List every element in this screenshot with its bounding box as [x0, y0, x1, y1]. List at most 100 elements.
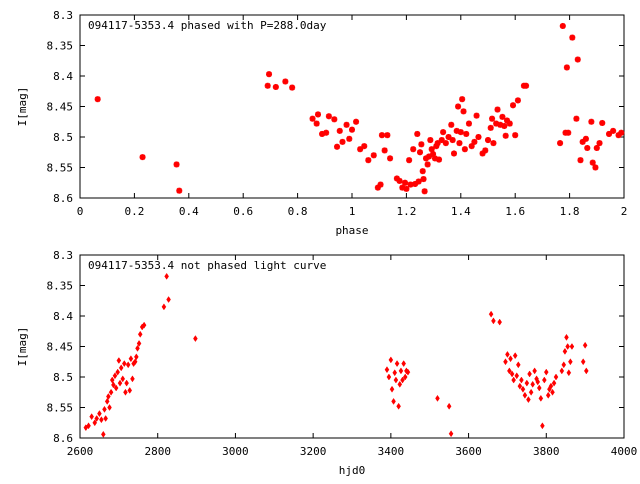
y-axis-label: I[mag]	[16, 87, 29, 127]
data-point	[568, 358, 573, 366]
data-point	[289, 84, 296, 91]
data-point	[400, 376, 405, 384]
data-point	[456, 140, 463, 147]
y-tick-label: 8.3	[53, 9, 73, 22]
y-tick-label: 8.4	[53, 310, 73, 323]
data-point	[618, 129, 625, 136]
data-point	[499, 113, 506, 120]
data-point	[514, 372, 520, 380]
data-point	[136, 339, 142, 347]
y-tick-label: 8.5	[53, 131, 73, 144]
data-point	[86, 422, 91, 430]
data-point	[559, 22, 566, 29]
x-tick-label: 3600	[455, 445, 482, 458]
data-point	[325, 113, 332, 120]
data-point	[99, 416, 104, 424]
x-tick-label: 3400	[378, 445, 405, 458]
data-point	[582, 135, 589, 142]
data-point	[511, 376, 516, 384]
data-point	[589, 159, 596, 166]
data-point	[535, 378, 541, 386]
x-tick-label: 2	[621, 205, 628, 218]
data-point	[410, 146, 417, 153]
data-point	[442, 140, 449, 147]
data-point	[455, 103, 462, 110]
data-point	[508, 355, 513, 363]
data-point	[565, 129, 572, 136]
y-tick-label: 8.55	[47, 162, 74, 175]
data-point	[424, 161, 431, 168]
data-point	[176, 187, 183, 194]
data-point	[378, 132, 385, 139]
x-tick-label: 0.6	[233, 205, 253, 218]
data-point	[389, 385, 395, 393]
data-point	[526, 396, 531, 404]
data-point	[446, 402, 452, 410]
data-point	[384, 366, 390, 374]
axis-ticks: 2600 2800 3000 3200 3400 3600 3800 4000 8.3 8.35 8…	[47, 249, 638, 458]
data-point	[504, 117, 511, 124]
y-tick-label: 8.35	[47, 280, 74, 293]
data-point	[106, 393, 111, 400]
data-point	[524, 379, 530, 387]
data-point	[542, 376, 547, 384]
data-point	[445, 134, 452, 140]
data-point	[482, 147, 489, 154]
data-point	[405, 368, 411, 376]
data-point	[336, 127, 343, 134]
data-point	[108, 388, 114, 396]
data-point	[102, 405, 107, 413]
data-point	[497, 318, 502, 326]
data-point	[545, 391, 551, 399]
data-point	[361, 143, 368, 150]
data-point	[485, 137, 491, 144]
data-point	[584, 367, 589, 375]
data-point	[118, 364, 124, 372]
data-point	[141, 321, 147, 329]
data-point	[392, 369, 398, 377]
data-point	[593, 144, 600, 151]
data-point	[393, 376, 399, 384]
data-point	[514, 97, 521, 104]
data-point	[116, 357, 122, 364]
data-point	[548, 382, 554, 390]
data-point	[123, 388, 128, 396]
data-point	[550, 388, 555, 396]
x-tick-label: 0	[77, 205, 84, 218]
data-point	[465, 120, 472, 127]
x-tick-label: 3200	[300, 445, 327, 458]
data-point	[557, 140, 564, 147]
data-point	[566, 369, 572, 377]
data-point	[561, 361, 567, 369]
data-point	[574, 56, 581, 63]
y-tick-label: 8.4	[53, 70, 73, 83]
data-point	[417, 149, 423, 156]
y-tick-label: 8.45	[47, 341, 74, 354]
y-tick-label: 8.6	[53, 192, 73, 205]
data-point	[401, 360, 406, 368]
data-point	[103, 415, 108, 422]
data-point	[488, 310, 494, 318]
data-point	[435, 394, 440, 402]
data-point	[551, 379, 557, 387]
data-point	[386, 373, 392, 381]
x-axis-label: phase	[335, 224, 368, 237]
data-point	[463, 130, 470, 137]
data-point	[132, 358, 138, 366]
data-point	[418, 141, 425, 148]
data-point	[516, 361, 521, 369]
axis-ticks: 0 0.2 0.4 0.6 0.8 1 1.2 1.4 1.6 1.8 2 8.3 8.35 8.4 8.4…	[47, 9, 628, 218]
data-point	[349, 126, 355, 133]
data-point	[512, 352, 518, 360]
x-tick-label: 2800	[144, 445, 171, 458]
data-point	[501, 123, 508, 130]
data-point	[475, 134, 482, 140]
data-point	[127, 386, 133, 394]
data-point	[451, 150, 457, 157]
data-point	[396, 402, 401, 410]
data-point	[124, 379, 129, 387]
data-point	[94, 96, 101, 103]
data-point	[419, 168, 426, 175]
